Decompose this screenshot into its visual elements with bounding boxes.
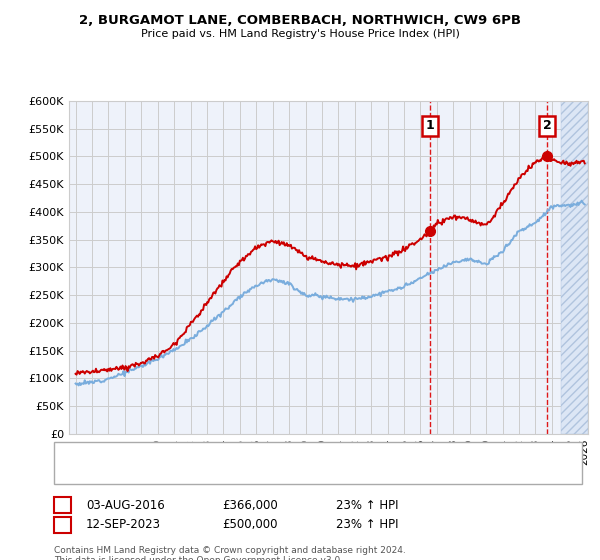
Bar — [562, 101, 588, 434]
Text: 2, BURGAMOT LANE, COMBERBACH, NORTHWICH, CW9 6PB (detached house): 2, BURGAMOT LANE, COMBERBACH, NORTHWICH,… — [93, 450, 499, 460]
Text: HPI: Average price, detached house, Cheshire West and Chester: HPI: Average price, detached house, Ches… — [93, 467, 428, 477]
Text: 2: 2 — [542, 119, 551, 132]
Text: 03-AUG-2016: 03-AUG-2016 — [86, 498, 164, 512]
Text: 12-SEP-2023: 12-SEP-2023 — [86, 518, 161, 531]
Text: £500,000: £500,000 — [222, 518, 277, 531]
Text: 1: 1 — [425, 119, 434, 132]
Text: £366,000: £366,000 — [222, 498, 278, 512]
Text: 23% ↑ HPI: 23% ↑ HPI — [336, 498, 398, 512]
Text: Contains HM Land Registry data © Crown copyright and database right 2024.
This d: Contains HM Land Registry data © Crown c… — [54, 546, 406, 560]
Text: 2: 2 — [58, 518, 67, 531]
Text: 23% ↑ HPI: 23% ↑ HPI — [336, 518, 398, 531]
Text: 2, BURGAMOT LANE, COMBERBACH, NORTHWICH, CW9 6PB: 2, BURGAMOT LANE, COMBERBACH, NORTHWICH,… — [79, 14, 521, 27]
Text: Price paid vs. HM Land Registry's House Price Index (HPI): Price paid vs. HM Land Registry's House … — [140, 29, 460, 39]
Text: 1: 1 — [58, 498, 67, 512]
